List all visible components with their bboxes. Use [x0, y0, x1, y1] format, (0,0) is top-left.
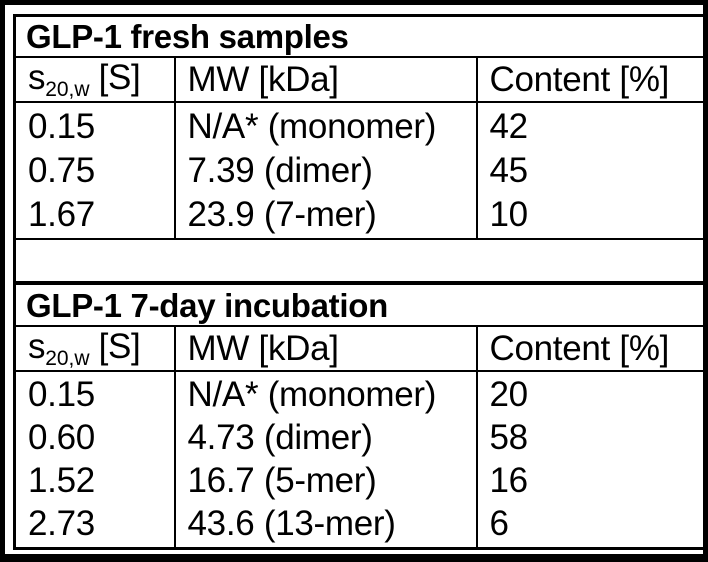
mw-value: 16.7 (5-mer): [187, 461, 377, 500]
table1-header-content: Content [%]: [475, 56, 706, 103]
spacer-cell: [13, 238, 706, 284]
table1-header-mw: MW [kDa]: [173, 56, 478, 103]
mw-value: N/A* (monomer): [187, 106, 437, 146]
s20w-subscript: 20,w: [45, 346, 90, 370]
table2-title-row: GLP-1 7-day incubation: [13, 281, 706, 327]
s20w-unit: [S]: [98, 326, 141, 366]
s20w-unit: [S]: [98, 57, 141, 97]
table2-header-s: s20,w [S]: [13, 325, 176, 372]
content-value: 16: [489, 461, 529, 500]
table2-col-s: 0.15 0.60 1.52 2.73: [13, 370, 176, 550]
table2-col-mw: N/A* (monomer) 4.73 (dimer) 16.7 (5-mer)…: [173, 370, 478, 550]
content-value: 58: [489, 418, 529, 457]
s-value: 1.67: [28, 194, 95, 234]
content-value: 42: [489, 106, 529, 146]
s-value: 0.15: [28, 106, 95, 146]
mw-value: 23.9 (7-mer): [187, 194, 377, 234]
content-value: 45: [489, 150, 529, 190]
mw-value: 4.73 (dimer): [187, 418, 373, 457]
content-value: 6: [489, 504, 509, 543]
table1-header-row: s20,w [S] MW [kDa] Content [%]: [13, 56, 706, 103]
table1-data-row: 0.15 0.75 1.67 N/A* (monomer) 7.39 (dime…: [13, 101, 706, 240]
mw-value: N/A* (monomer): [187, 375, 437, 414]
spacer-row: [13, 238, 706, 284]
s20w-base: s: [28, 326, 46, 366]
table1-title: GLP-1 fresh samples: [13, 14, 706, 58]
mw-value: 7.39 (dimer): [187, 150, 373, 190]
table1-col-mw: N/A* (monomer) 7.39 (dimer) 23.9 (7-mer): [173, 101, 478, 240]
table1-title-row: GLP-1 fresh samples: [13, 14, 706, 58]
s-value: 0.75: [28, 150, 95, 190]
content-value: 10: [489, 194, 529, 234]
s-value: 1.52: [28, 461, 95, 500]
s20w-subscript: 20,w: [45, 77, 90, 101]
mw-value: 43.6 (13-mer): [187, 504, 396, 543]
table2-data-row: 0.15 0.60 1.52 2.73 N/A* (monomer) 4.73 …: [13, 370, 706, 550]
table2-header-content: Content [%]: [475, 325, 706, 372]
table2-title: GLP-1 7-day incubation: [13, 281, 706, 327]
s-value: 0.60: [28, 418, 95, 457]
table2-header-mw: MW [kDa]: [173, 325, 478, 372]
table1-header-s: s20,w [S]: [13, 56, 176, 103]
s-value: 2.73: [28, 504, 95, 543]
table2-col-content: 20 58 16 6: [475, 370, 706, 550]
table1-col-content: 42 45 10: [475, 101, 706, 240]
table2-header-row: s20,w [S] MW [kDa] Content [%]: [13, 325, 706, 372]
s20w-base: s: [28, 57, 46, 97]
table1-col-s: 0.15 0.75 1.67: [13, 101, 176, 240]
content-value: 20: [489, 375, 529, 414]
s-value: 0.15: [28, 375, 95, 414]
glp1-results-table: GLP-1 fresh samples s20,w [S] MW [kDa] Co…: [13, 14, 707, 550]
